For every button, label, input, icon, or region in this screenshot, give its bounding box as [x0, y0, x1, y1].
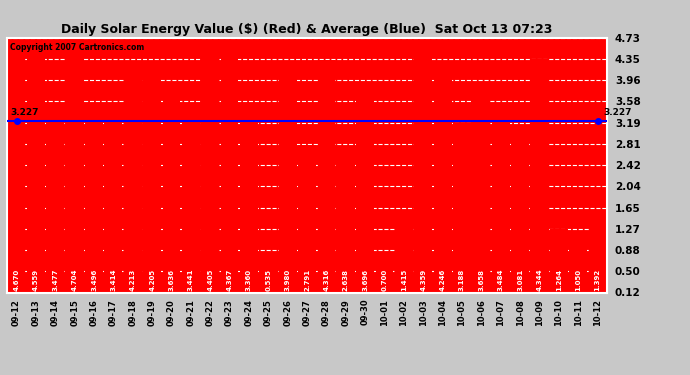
Bar	[182, 109, 200, 299]
Text: 3.477: 3.477	[52, 269, 59, 291]
Text: 0.700: 0.700	[382, 269, 388, 291]
Bar	[163, 98, 180, 299]
Text: 3.441: 3.441	[188, 269, 194, 291]
Text: 4.344: 4.344	[536, 269, 542, 291]
Text: 3.696: 3.696	[362, 269, 368, 291]
Text: 4.367: 4.367	[226, 269, 233, 291]
Bar	[453, 123, 471, 299]
Text: 1.392: 1.392	[595, 269, 600, 291]
Bar	[531, 59, 549, 299]
Text: 3.188: 3.188	[459, 269, 465, 291]
Text: 4.205: 4.205	[149, 269, 155, 291]
Bar	[473, 97, 490, 299]
Text: 2.791: 2.791	[304, 269, 310, 291]
Bar	[375, 260, 393, 299]
Bar	[317, 60, 335, 299]
Bar	[201, 56, 219, 299]
Bar	[279, 79, 297, 299]
Bar	[395, 221, 413, 299]
Bar	[337, 153, 355, 299]
Text: 4.670: 4.670	[14, 269, 19, 291]
Text: 3.980: 3.980	[285, 269, 290, 291]
Text: 4.405: 4.405	[207, 269, 213, 291]
Text: 1.264: 1.264	[555, 269, 562, 291]
Text: 4.559: 4.559	[33, 269, 39, 291]
Text: 3.636: 3.636	[168, 269, 175, 291]
Text: Copyright 2007 Cartronics.com: Copyright 2007 Cartronics.com	[10, 43, 144, 52]
Bar	[221, 58, 239, 299]
Bar	[414, 58, 432, 299]
Bar	[356, 95, 374, 299]
Text: 4.359: 4.359	[420, 269, 426, 291]
Bar	[46, 107, 64, 299]
Bar	[66, 39, 83, 299]
Text: 3.484: 3.484	[497, 269, 504, 291]
Text: 4.246: 4.246	[440, 269, 446, 291]
Text: 3.081: 3.081	[517, 269, 523, 291]
Text: 3.360: 3.360	[246, 269, 252, 291]
Text: 4.213: 4.213	[130, 269, 136, 291]
Title: Daily Solar Energy Value ($) (Red) & Average (Blue)  Sat Oct 13 07:23: Daily Solar Energy Value ($) (Red) & Ave…	[61, 23, 553, 36]
Bar	[569, 241, 587, 299]
Bar	[434, 64, 451, 299]
Text: 1.415: 1.415	[401, 269, 407, 291]
Text: 4.316: 4.316	[324, 269, 329, 291]
Bar	[85, 106, 103, 299]
Bar	[8, 41, 26, 299]
Bar	[492, 106, 510, 299]
Bar	[511, 129, 529, 299]
Text: 2.638: 2.638	[343, 269, 348, 291]
Text: 3.227: 3.227	[11, 108, 39, 117]
Text: 0.535: 0.535	[266, 269, 271, 291]
Bar	[27, 47, 45, 299]
Bar	[144, 66, 161, 299]
Text: 3.658: 3.658	[478, 269, 484, 291]
Bar	[589, 222, 607, 299]
Bar	[240, 113, 258, 299]
Bar	[550, 229, 568, 299]
Text: 3.414: 3.414	[110, 269, 117, 291]
Bar	[259, 270, 277, 299]
Text: 3.227: 3.227	[603, 108, 632, 117]
Text: 4.704: 4.704	[72, 269, 78, 291]
Text: 1.050: 1.050	[575, 269, 581, 291]
Bar	[124, 66, 141, 299]
Text: 3.496: 3.496	[91, 269, 97, 291]
Bar	[104, 110, 122, 299]
Bar	[298, 145, 316, 299]
